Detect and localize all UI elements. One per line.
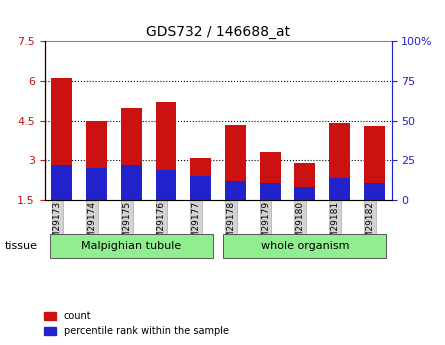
Bar (121, 108, 142, 200)
Bar (295, 163, 315, 200)
Title: GDS732 / 146688_at: GDS732 / 146688_at (146, 25, 290, 39)
Bar (260, 183, 280, 200)
Text: Malpighian tubule: Malpighian tubule (81, 241, 182, 252)
Text: GSM29177: GSM29177 (192, 201, 201, 250)
Text: GSM29173: GSM29173 (53, 201, 62, 250)
Bar (329, 178, 350, 200)
Bar (156, 102, 176, 200)
Bar (329, 124, 350, 200)
Text: whole organism: whole organism (261, 241, 349, 252)
Legend: count, percentile rank within the sample: count, percentile rank within the sample (40, 307, 233, 340)
Bar (364, 126, 384, 200)
FancyBboxPatch shape (50, 235, 213, 258)
Text: GSM29178: GSM29178 (227, 201, 235, 250)
Bar (52, 78, 72, 200)
Bar (52, 165, 72, 200)
Text: GSM29175: GSM29175 (122, 201, 131, 250)
Bar (156, 170, 176, 200)
Bar (86, 168, 107, 200)
Text: GSM29176: GSM29176 (157, 201, 166, 250)
Bar (225, 181, 246, 200)
Text: GSM29180: GSM29180 (296, 201, 305, 250)
Bar (86, 121, 107, 200)
Bar (225, 125, 246, 200)
Bar (260, 152, 280, 200)
Text: GSM29182: GSM29182 (365, 201, 374, 250)
Text: GSM29174: GSM29174 (88, 201, 97, 250)
Text: GSM29179: GSM29179 (261, 201, 270, 250)
Bar (295, 187, 315, 200)
Bar (190, 158, 211, 200)
Bar (121, 165, 142, 200)
Text: GSM29181: GSM29181 (331, 201, 340, 250)
Text: tissue: tissue (4, 241, 37, 252)
Bar (190, 176, 211, 200)
FancyBboxPatch shape (223, 235, 386, 258)
Bar (364, 183, 384, 200)
